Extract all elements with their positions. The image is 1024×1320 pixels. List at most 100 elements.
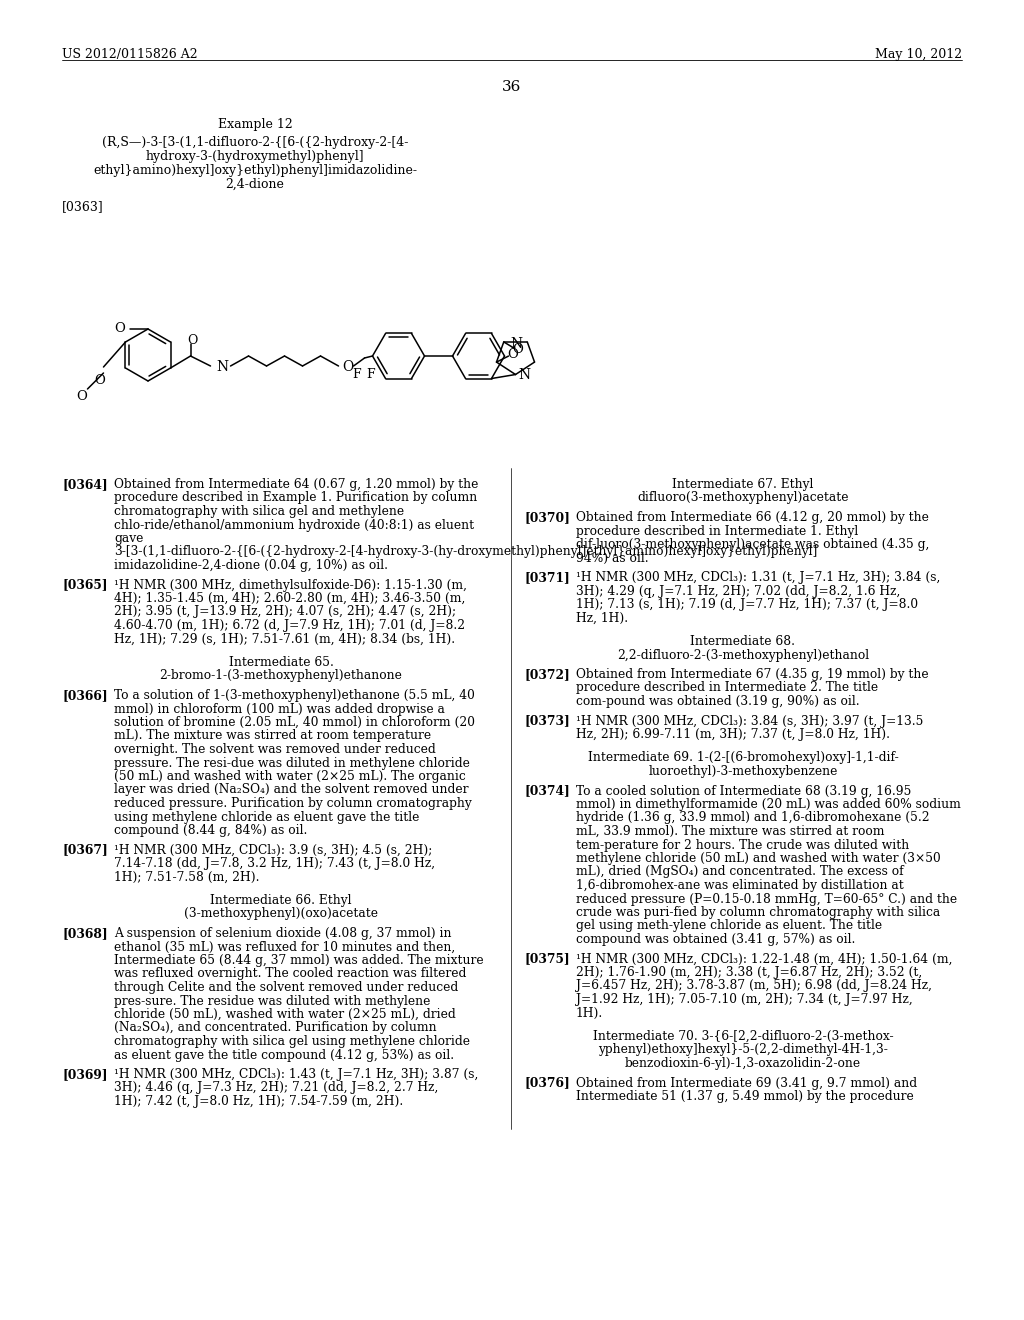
Text: O: O — [187, 334, 198, 347]
Text: imidazolidine-2,4-dione (0.04 g, 10%) as oil.: imidazolidine-2,4-dione (0.04 g, 10%) as… — [114, 558, 388, 572]
Text: 3H); 4.46 (q, J=7.3 Hz, 2H); 7.21 (dd, J=8.2, 2.7 Hz,: 3H); 4.46 (q, J=7.3 Hz, 2H); 7.21 (dd, J… — [114, 1081, 438, 1094]
Text: through Celite and the solvent removed under reduced: through Celite and the solvent removed u… — [114, 981, 459, 994]
Text: gave: gave — [114, 532, 143, 545]
Text: 36: 36 — [503, 81, 521, 94]
Text: hydroxy-3-(hydroxymethyl)phenyl]: hydroxy-3-(hydroxymethyl)phenyl] — [145, 150, 365, 162]
Text: dif-luoro(3-methoxyphenyl)acetate was obtained (4.35 g,: dif-luoro(3-methoxyphenyl)acetate was ob… — [575, 539, 930, 550]
Text: [0372]: [0372] — [524, 668, 569, 681]
Text: O: O — [512, 343, 523, 356]
Text: O: O — [94, 375, 104, 388]
Text: US 2012/0115826 A2: US 2012/0115826 A2 — [62, 48, 198, 61]
Text: (50 mL) and washed with water (2×25 mL). The organic: (50 mL) and washed with water (2×25 mL).… — [114, 770, 466, 783]
Text: chromatography with silica gel using methylene chloride: chromatography with silica gel using met… — [114, 1035, 470, 1048]
Text: 1H); 7.51-7.58 (m, 2H).: 1H); 7.51-7.58 (m, 2H). — [114, 870, 259, 883]
Text: N: N — [510, 337, 522, 351]
Text: Intermediate 51 (1.37 g, 5.49 mmol) by the procedure: Intermediate 51 (1.37 g, 5.49 mmol) by t… — [575, 1090, 913, 1104]
Text: O: O — [115, 322, 125, 335]
Text: Hz, 1H).: Hz, 1H). — [575, 611, 628, 624]
Text: 4.60-4.70 (m, 1H); 6.72 (d, J=7.9 Hz, 1H); 7.01 (d, J=8.2: 4.60-4.70 (m, 1H); 6.72 (d, J=7.9 Hz, 1H… — [114, 619, 465, 632]
Text: F: F — [352, 367, 360, 380]
Text: reduced pressure. Purification by column cromatography: reduced pressure. Purification by column… — [114, 797, 472, 810]
Text: [0365]: [0365] — [62, 578, 108, 591]
Text: Obtained from Intermediate 66 (4.12 g, 20 mmol) by the: Obtained from Intermediate 66 (4.12 g, 2… — [575, 511, 929, 524]
Text: [0368]: [0368] — [62, 927, 108, 940]
Text: Intermediate 67. Ethyl: Intermediate 67. Ethyl — [673, 478, 814, 491]
Text: N: N — [518, 367, 530, 381]
Text: compound was obtained (3.41 g, 57%) as oil.: compound was obtained (3.41 g, 57%) as o… — [575, 933, 855, 946]
Text: 3-[3-(1,1-difluoro-2-{[6-({2-hydroxy-2-[4-hydroxy-3-(hy-droxymethyl)phenyl]ethyl: 3-[3-(1,1-difluoro-2-{[6-({2-hydroxy-2-[… — [114, 545, 817, 558]
Text: ¹H NMR (300 MHz, CDCl₃): 1.31 (t, J=7.1 Hz, 3H); 3.84 (s,: ¹H NMR (300 MHz, CDCl₃): 1.31 (t, J=7.1 … — [575, 572, 940, 583]
Text: Intermediate 69. 1-(2-[(6-bromohexyl)oxy]-1,1-dif-: Intermediate 69. 1-(2-[(6-bromohexyl)oxy… — [588, 751, 898, 764]
Text: 2,4-dione: 2,4-dione — [225, 178, 285, 191]
Text: mmol) in chloroform (100 mL) was added dropwise a: mmol) in chloroform (100 mL) was added d… — [114, 702, 444, 715]
Text: yphenyl)ethoxy]hexyl}-5-(2,2-dimethyl-4H-1,3-: yphenyl)ethoxy]hexyl}-5-(2,2-dimethyl-4H… — [598, 1044, 888, 1056]
Text: mL), dried (MgSO₄) and concentrated. The excess of: mL), dried (MgSO₄) and concentrated. The… — [575, 866, 903, 879]
Text: To a solution of 1-(3-methoxyphenyl)ethanone (5.5 mL, 40: To a solution of 1-(3-methoxyphenyl)etha… — [114, 689, 475, 702]
Text: O: O — [342, 360, 353, 374]
Text: com-pound was obtained (3.19 g, 90%) as oil.: com-pound was obtained (3.19 g, 90%) as … — [575, 696, 859, 708]
Text: 1H); 7.42 (t, J=8.0 Hz, 1H); 7.54-7.59 (m, 2H).: 1H); 7.42 (t, J=8.0 Hz, 1H); 7.54-7.59 (… — [114, 1096, 403, 1107]
Text: O: O — [507, 347, 518, 360]
Text: compound (8.44 g, 84%) as oil.: compound (8.44 g, 84%) as oil. — [114, 824, 307, 837]
Text: Hz, 2H); 6.99-7.11 (m, 3H); 7.37 (t, J=8.0 Hz, 1H).: Hz, 2H); 6.99-7.11 (m, 3H); 7.37 (t, J=8… — [575, 729, 890, 741]
Text: 2-bromo-1-(3-methoxyphenyl)ethanone: 2-bromo-1-(3-methoxyphenyl)ethanone — [160, 669, 402, 682]
Text: benzodioxin-6-yl)-1,3-oxazolidin-2-one: benzodioxin-6-yl)-1,3-oxazolidin-2-one — [625, 1057, 861, 1071]
Text: ethanol (35 mL) was refluxed for 10 minutes and then,: ethanol (35 mL) was refluxed for 10 minu… — [114, 940, 456, 953]
Text: 2H); 3.95 (t, J=13.9 Hz, 2H); 4.07 (s, 2H); 4.47 (s, 2H);: 2H); 3.95 (t, J=13.9 Hz, 2H); 4.07 (s, 2… — [114, 606, 456, 619]
Text: [0366]: [0366] — [62, 689, 108, 702]
Text: Intermediate 66. Ethyl: Intermediate 66. Ethyl — [210, 894, 352, 907]
Text: as eluent gave the title compound (4.12 g, 53%) as oil.: as eluent gave the title compound (4.12 … — [114, 1048, 454, 1061]
Text: 3H); 4.29 (q, J=7.1 Hz, 2H); 7.02 (dd, J=8.2, 1.6 Hz,: 3H); 4.29 (q, J=7.1 Hz, 2H); 7.02 (dd, J… — [575, 585, 900, 598]
Text: was refluxed overnight. The cooled reaction was filtered: was refluxed overnight. The cooled react… — [114, 968, 466, 981]
Text: pres-sure. The residue was diluted with methylene: pres-sure. The residue was diluted with … — [114, 994, 430, 1007]
Text: [0371]: [0371] — [524, 572, 569, 583]
Text: (Na₂SO₄), and concentrated. Purification by column: (Na₂SO₄), and concentrated. Purification… — [114, 1022, 436, 1035]
Text: 94%) as oil.: 94%) as oil. — [575, 552, 648, 565]
Text: reduced pressure (P=0.15-0.18 mmHg, T=60-65° C.) and the: reduced pressure (P=0.15-0.18 mmHg, T=60… — [575, 892, 957, 906]
Text: [0376]: [0376] — [524, 1077, 569, 1089]
Text: Obtained from Intermediate 67 (4.35 g, 19 mmol) by the: Obtained from Intermediate 67 (4.35 g, 1… — [575, 668, 929, 681]
Text: pressure. The resi-due was diluted in methylene chloride: pressure. The resi-due was diluted in me… — [114, 756, 470, 770]
Text: Intermediate 65 (8.44 g, 37 mmol) was added. The mixture: Intermediate 65 (8.44 g, 37 mmol) was ad… — [114, 954, 483, 968]
Text: procedure described in Intermediate 2. The title: procedure described in Intermediate 2. T… — [575, 681, 879, 694]
Text: ¹H NMR (300 MHz, CDCl₃): 1.43 (t, J=7.1 Hz, 3H); 3.87 (s,: ¹H NMR (300 MHz, CDCl₃): 1.43 (t, J=7.1 … — [114, 1068, 478, 1081]
Text: Hz, 1H); 7.29 (s, 1H); 7.51-7.61 (m, 4H); 8.34 (bs, 1H).: Hz, 1H); 7.29 (s, 1H); 7.51-7.61 (m, 4H)… — [114, 632, 455, 645]
Text: [0363]: [0363] — [62, 201, 103, 213]
Text: N: N — [216, 360, 228, 374]
Text: mL, 33.9 mmol). The mixture was stirred at room: mL, 33.9 mmol). The mixture was stirred … — [575, 825, 885, 838]
Text: chlo-ride/ethanol/ammonium hydroxide (40:8:1) as eluent: chlo-ride/ethanol/ammonium hydroxide (40… — [114, 519, 474, 532]
Text: J=1.92 Hz, 1H); 7.05-7.10 (m, 2H); 7.34 (t, J=7.97 Hz,: J=1.92 Hz, 1H); 7.05-7.10 (m, 2H); 7.34 … — [575, 993, 912, 1006]
Text: luoroethyl)-3-methoxybenzene: luoroethyl)-3-methoxybenzene — [648, 766, 838, 777]
Text: 4H); 1.35-1.45 (m, 4H); 2.60-2.80 (m, 4H); 3.46-3.50 (m,: 4H); 1.35-1.45 (m, 4H); 2.60-2.80 (m, 4H… — [114, 591, 465, 605]
Text: difluoro(3-methoxyphenyl)acetate: difluoro(3-methoxyphenyl)acetate — [637, 491, 849, 504]
Text: [0367]: [0367] — [62, 843, 108, 857]
Text: [0370]: [0370] — [524, 511, 570, 524]
Text: 7.14-7.18 (dd, J=7.8, 3.2 Hz, 1H); 7.43 (t, J=8.0 Hz,: 7.14-7.18 (dd, J=7.8, 3.2 Hz, 1H); 7.43 … — [114, 857, 435, 870]
Text: mL). The mixture was stirred at room temperature: mL). The mixture was stirred at room tem… — [114, 730, 431, 742]
Text: [0364]: [0364] — [62, 478, 108, 491]
Text: tem-perature for 2 hours. The crude was diluted with: tem-perature for 2 hours. The crude was … — [575, 838, 909, 851]
Text: A suspension of selenium dioxide (4.08 g, 37 mmol) in: A suspension of selenium dioxide (4.08 g… — [114, 927, 452, 940]
Text: procedure described in Example 1. Purification by column: procedure described in Example 1. Purifi… — [114, 491, 477, 504]
Text: using methylene chloride as eluent gave the title: using methylene chloride as eluent gave … — [114, 810, 420, 824]
Text: [0375]: [0375] — [524, 953, 569, 965]
Text: Intermediate 70. 3-{6-[2,2-difluoro-2-(3-methox-: Intermediate 70. 3-{6-[2,2-difluoro-2-(3… — [593, 1030, 893, 1043]
Text: mmol) in dimethylformamide (20 mL) was added 60% sodium: mmol) in dimethylformamide (20 mL) was a… — [575, 799, 961, 810]
Text: hydride (1.36 g, 33.9 mmol) and 1,6-dibromohexane (5.2: hydride (1.36 g, 33.9 mmol) and 1,6-dibr… — [575, 812, 930, 825]
Text: 1,6-dibromohex-ane was eliminated by distillation at: 1,6-dibromohex-ane was eliminated by dis… — [575, 879, 904, 892]
Text: ¹H NMR (300 MHz, CDCl₃): 3.84 (s, 3H); 3.97 (t, J=13.5: ¹H NMR (300 MHz, CDCl₃): 3.84 (s, 3H); 3… — [575, 714, 924, 727]
Text: J=6.457 Hz, 2H); 3.78-3.87 (m, 5H); 6.98 (dd, J=8.24 Hz,: J=6.457 Hz, 2H); 3.78-3.87 (m, 5H); 6.98… — [575, 979, 932, 993]
Text: chromatography with silica gel and methylene: chromatography with silica gel and methy… — [114, 506, 404, 517]
Text: 2H); 1.76-1.90 (m, 2H); 3.38 (t, J=6.87 Hz, 2H); 3.52 (t,: 2H); 1.76-1.90 (m, 2H); 3.38 (t, J=6.87 … — [575, 966, 923, 979]
Text: To a cooled solution of Intermediate 68 (3.19 g, 16.95: To a cooled solution of Intermediate 68 … — [575, 784, 911, 797]
Text: (R,S—)-3-[3-(1,1-difluoro-2-{[6-({2-hydroxy-2-[4-: (R,S—)-3-[3-(1,1-difluoro-2-{[6-({2-hydr… — [101, 136, 409, 149]
Text: 1H).: 1H). — [575, 1006, 603, 1019]
Text: ethyl}amino)hexyl]oxy}ethyl)phenyl]imidazolidine-: ethyl}amino)hexyl]oxy}ethyl)phenyl]imida… — [93, 164, 417, 177]
Text: gel using meth-ylene chloride as eluent. The title: gel using meth-ylene chloride as eluent.… — [575, 920, 882, 932]
Text: ¹H NMR (300 MHz, dimethylsulfoxide-D6): 1.15-1.30 (m,: ¹H NMR (300 MHz, dimethylsulfoxide-D6): … — [114, 578, 467, 591]
Text: ¹H NMR (300 MHz, CDCl₃): 3.9 (s, 3H); 4.5 (s, 2H);: ¹H NMR (300 MHz, CDCl₃): 3.9 (s, 3H); 4.… — [114, 843, 432, 857]
Text: ¹H NMR (300 MHz, CDCl₃): 1.22-1.48 (m, 4H); 1.50-1.64 (m,: ¹H NMR (300 MHz, CDCl₃): 1.22-1.48 (m, 4… — [575, 953, 952, 965]
Text: [0369]: [0369] — [62, 1068, 108, 1081]
Text: 2,2-difluoro-2-(3-methoxyphenyl)ethanol: 2,2-difluoro-2-(3-methoxyphenyl)ethanol — [616, 648, 869, 661]
Text: 1H); 7.13 (s, 1H); 7.19 (d, J=7.7 Hz, 1H); 7.37 (t, J=8.0: 1H); 7.13 (s, 1H); 7.19 (d, J=7.7 Hz, 1H… — [575, 598, 919, 611]
